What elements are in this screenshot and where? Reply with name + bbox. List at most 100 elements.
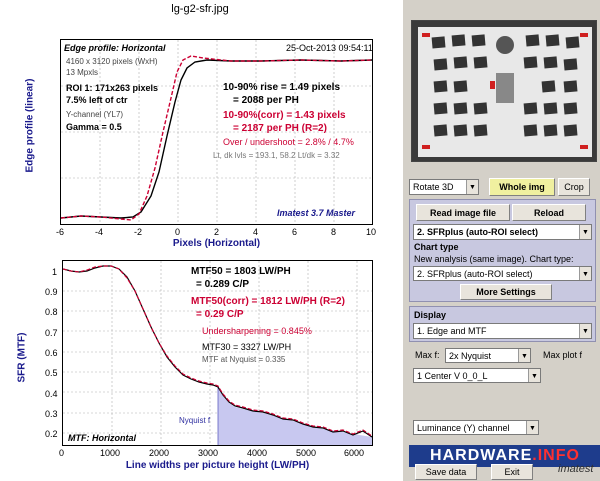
mtf-ytick: 0.5	[45, 368, 58, 378]
display-label: Display	[414, 310, 447, 320]
mtf30: MTF30 = 3327 LW/PH	[202, 342, 292, 352]
read-image-file-button[interactable]: Read image file	[416, 204, 510, 221]
mtf-at-nyquist: MTF at Nyquist = 0.335	[202, 355, 286, 364]
chevron-down-icon: ▼	[579, 225, 591, 239]
edge-per-ph-corr: = 2187 per PH (R=2)	[233, 123, 327, 134]
edge-overshoot: Over / undershoot = 2.8% / 4.7%	[223, 137, 354, 147]
edge-per-ph: = 2088 per PH	[233, 95, 299, 106]
undersharpening: Undersharpening = 0.845%	[202, 326, 312, 336]
whole-img-button[interactable]: Whole img	[489, 178, 555, 196]
mtf-xtick: 3000	[198, 448, 219, 458]
mtf-ytick: 0.3	[45, 409, 58, 419]
mtf-ytick: 0.4	[45, 389, 58, 399]
edge-channel: Y-channel (YL7)	[66, 110, 124, 119]
edge-xtick: -6	[56, 227, 65, 237]
max-plot-f-label: Max plot f	[543, 350, 583, 360]
chevron-down-icon: ▼	[579, 324, 591, 338]
max-f-select-value: 2x Nyquist	[449, 351, 492, 361]
edge-date: 25-Oct-2013 09:54:11	[286, 43, 373, 53]
edge-gamma: Gamma = 0.5	[66, 122, 122, 132]
edge-info-0: 4160 x 3120 pixels (WxH)	[66, 57, 158, 66]
control-panel: Rotate 3D ▼ Whole img Crop Read image fi…	[403, 0, 600, 481]
window-title: lg-g2-sfr.jpg	[171, 3, 229, 15]
mtf50-cp: = 0.289 C/P	[196, 279, 250, 290]
edge-xtick: 10	[366, 227, 377, 237]
nyquist-label: Nyquist f	[179, 416, 211, 425]
mtf-xtick: 2000	[149, 448, 170, 458]
max-f-select[interactable]: 2x Nyquist ▼	[445, 348, 531, 363]
chevron-down-icon: ▼	[528, 369, 540, 382]
imatest-logo: imatest	[558, 463, 594, 475]
mtf-ytick: 1	[52, 267, 58, 277]
edge-curve-corrected	[60, 55, 373, 221]
channel-select-value: Luminance (Y) channel	[417, 423, 510, 433]
mtf50-corr: MTF50(corr) = 1812 LW/PH (R=2)	[191, 296, 345, 307]
rotate-select-value: Rotate 3D	[413, 182, 454, 192]
mtf-xtick: 0	[59, 448, 65, 458]
reload-button[interactable]: Reload	[512, 204, 586, 221]
edge-xtick: -2	[134, 227, 143, 237]
exit-button[interactable]: Exit	[491, 464, 533, 480]
chevron-down-icon: ▼	[466, 180, 478, 194]
imatest-brand: Imatest 3.7 Master	[277, 208, 356, 218]
region-select-value: 1 Center V 0_0_L	[417, 371, 488, 381]
edge-xlabel: Pixels (Horizontal)	[172, 238, 261, 249]
mtf-xtick: 6000	[344, 448, 365, 458]
chevron-down-icon: ▼	[579, 267, 591, 280]
mtf-ytick: 0.6	[45, 348, 58, 358]
edge-xtick: 0	[175, 227, 181, 237]
analysis-group: Read image file Reload 2. SFRplus (auto-…	[409, 199, 596, 302]
mtf-xtick: 4000	[247, 448, 268, 458]
edge-xtick: 4	[253, 227, 259, 237]
edge-rise-corr: 10-90%(corr) = 1.43 pixels	[223, 110, 346, 121]
mtf50: MTF50 = 1803 LW/PH	[191, 266, 291, 277]
analysis-select[interactable]: 2. SFRplus (auto-ROI select) ▼	[413, 224, 592, 240]
hardware-info-logo: HARDWARE.INFO	[409, 445, 600, 467]
edge-plot: Edge profile: Horizontal 25-Oct-2013 09:…	[60, 39, 373, 225]
edge-title: Edge profile: Horizontal	[64, 43, 166, 53]
mtf-xtick: 1000	[100, 448, 121, 458]
edge-roi: ROI 1: 171x263 pixels	[66, 83, 159, 93]
channel-select[interactable]: Luminance (Y) channel ▼	[413, 420, 539, 435]
nyquist-region	[218, 387, 372, 445]
edge-rise: 10-90% rise = 1.49 pixels	[223, 82, 341, 93]
max-f-label: Max f:	[415, 350, 440, 360]
mtf-ytick: 0.7	[45, 328, 58, 338]
chevron-down-icon: ▼	[518, 349, 530, 362]
chart-type-select[interactable]: 2. SFRplus (auto-ROI select) ▼	[413, 266, 592, 281]
mtf-ylabel: SFR (MTF)	[16, 332, 28, 383]
edge-info-1: 13 Mpxls	[66, 68, 99, 77]
crop-button[interactable]: Crop	[558, 178, 590, 196]
edge-xtick: 8	[331, 227, 337, 237]
save-data-button[interactable]: Save data	[415, 464, 477, 480]
edge-levels: Lt, dk lvls = 193.1, 58.2 Lt/dk = 3.32	[213, 151, 340, 160]
chart-type-label: Chart type	[414, 242, 459, 252]
chevron-down-icon: ▼	[526, 421, 538, 434]
display-group: Display 1. Edge and MTF ▼	[409, 306, 596, 342]
mtf-ytick: 0.2	[45, 429, 58, 439]
mtf-ytick: 0.8	[45, 307, 58, 317]
more-settings-button[interactable]: More Settings	[460, 284, 552, 300]
mtf-xtick: 5000	[296, 448, 317, 458]
edge-xtick: 6	[292, 227, 298, 237]
mtf-curve-corrected	[62, 265, 373, 437]
mtf-ytick: 0.9	[45, 287, 58, 297]
mtf50-corr-cp: = 0.29 C/P	[196, 309, 244, 320]
edge-xtick: -4	[95, 227, 104, 237]
mtf-plot: MTF50 = 1803 LW/PH = 0.289 C/P MTF50(cor…	[62, 260, 373, 446]
display-select[interactable]: 1. Edge and MTF ▼	[413, 323, 592, 339]
edge-xtick: 2	[214, 227, 220, 237]
analysis-select-value: 2. SFRplus (auto-ROI select)	[417, 227, 539, 237]
mtf-plot-svg	[62, 261, 373, 445]
edge-plot-svg	[60, 40, 373, 224]
mtf-xlabel: Line widths per picture height (LW/PH)	[125, 460, 310, 471]
region-select[interactable]: 1 Center V 0_0_L ▼	[413, 368, 541, 383]
chart-type-select-value: 2. SFRplus (auto-ROI select)	[417, 269, 533, 279]
chart-thumbnail[interactable]	[411, 20, 597, 162]
edge-ylabel: Edge profile (linear)	[24, 78, 36, 173]
mtf-title: MTF: Horizontal	[68, 433, 136, 443]
display-select-value: 1. Edge and MTF	[417, 326, 487, 336]
new-analysis-label: New analysis (same image). Chart type:	[414, 254, 574, 264]
sfrplus-chart-image	[412, 21, 596, 161]
rotate-select[interactable]: Rotate 3D ▼	[409, 179, 479, 195]
